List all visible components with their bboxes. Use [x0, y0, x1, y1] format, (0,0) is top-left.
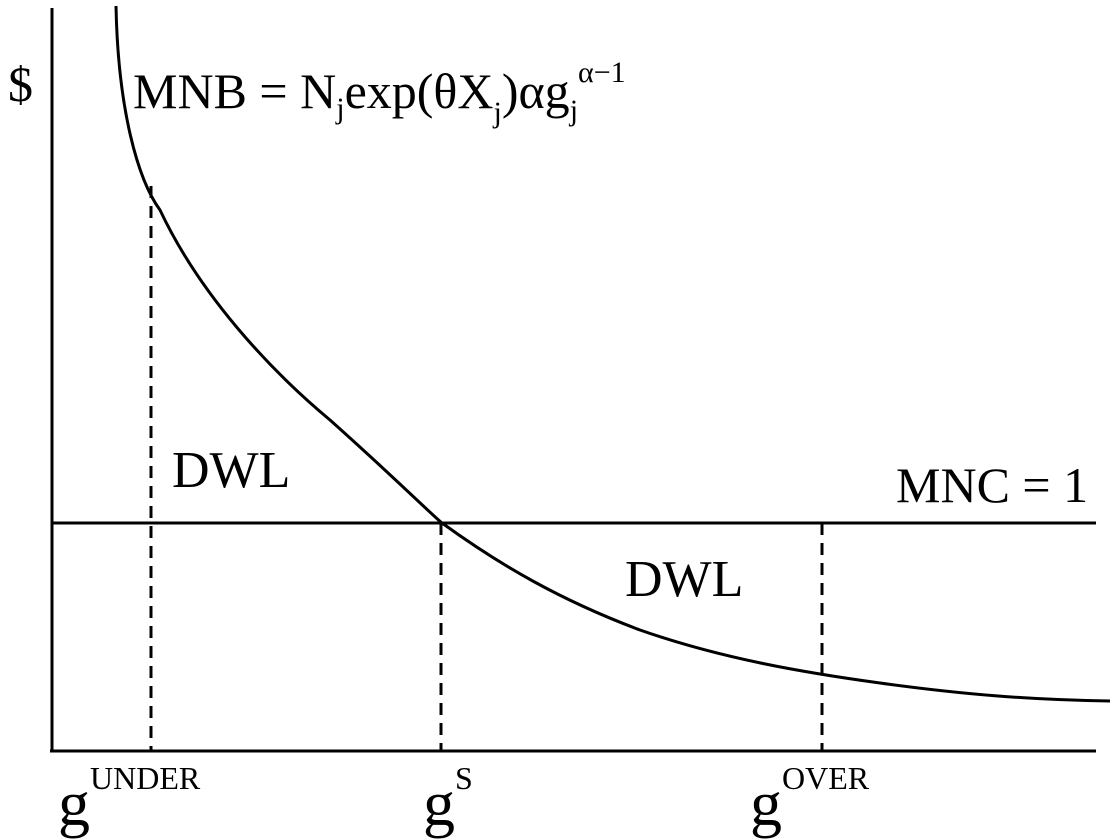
g-over-label: gOVER [750, 760, 870, 839]
mnb-label-sub2: j [492, 96, 501, 129]
y-axis-label: $ [8, 56, 33, 112]
mnb-curve [114, 5, 1110, 703]
g-over-base: g [750, 768, 782, 839]
dwl-left-label: DWL [172, 442, 290, 499]
g-over-sup: OVER [782, 760, 870, 796]
mnb-label-mid: exp(θX [345, 63, 494, 119]
g-under-label: gUNDER [58, 760, 201, 839]
g-under-base: g [58, 768, 90, 839]
mnb-label-mid2: )αg [502, 63, 570, 119]
mnb-label-sub1: j [335, 92, 344, 125]
mnb-label-sub3: j [569, 94, 578, 127]
mnc-label: MNC = 1 [896, 457, 1088, 513]
mnb-label: MNB = Njexp(θXj)αgjα−1 [133, 56, 626, 129]
g-s-label: gS [423, 760, 473, 839]
g-s-sup: S [455, 760, 473, 796]
mnb-label-sup: α−1 [578, 56, 626, 89]
mnb-label-base: MNB = N [133, 63, 336, 119]
dwl-right-label: DWL [625, 551, 743, 608]
g-under-sup: UNDER [90, 760, 201, 796]
g-s-base: g [423, 768, 455, 839]
